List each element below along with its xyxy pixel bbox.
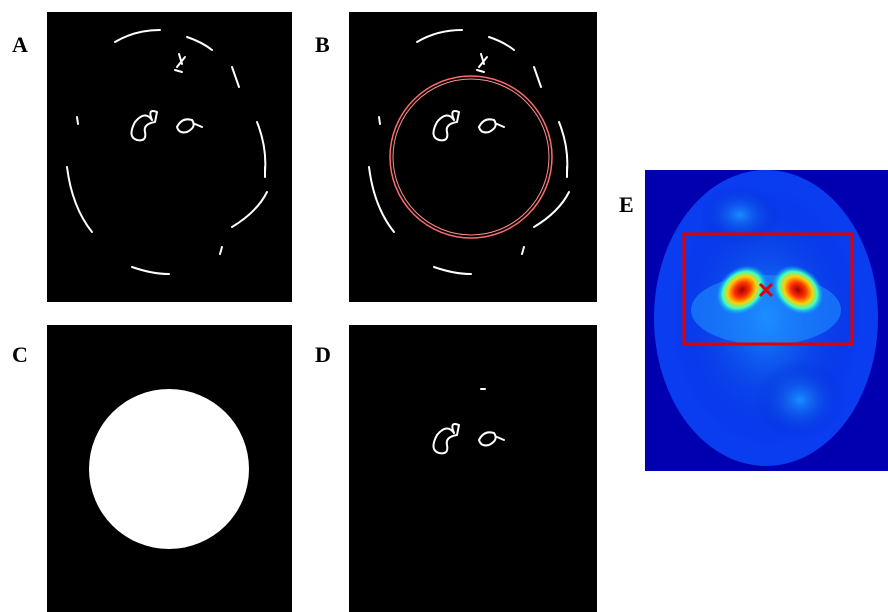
panel-b-image xyxy=(349,12,597,302)
panel-label: D xyxy=(315,342,331,367)
panel-label: A xyxy=(12,32,28,57)
panel-label: B xyxy=(315,32,330,57)
panel-a-image xyxy=(47,12,292,302)
figure: A B C D xyxy=(0,0,888,612)
panel-label: E xyxy=(619,192,634,217)
panel-d-image xyxy=(349,325,597,612)
panel-label: C xyxy=(12,342,28,367)
circle-mask xyxy=(89,389,249,549)
